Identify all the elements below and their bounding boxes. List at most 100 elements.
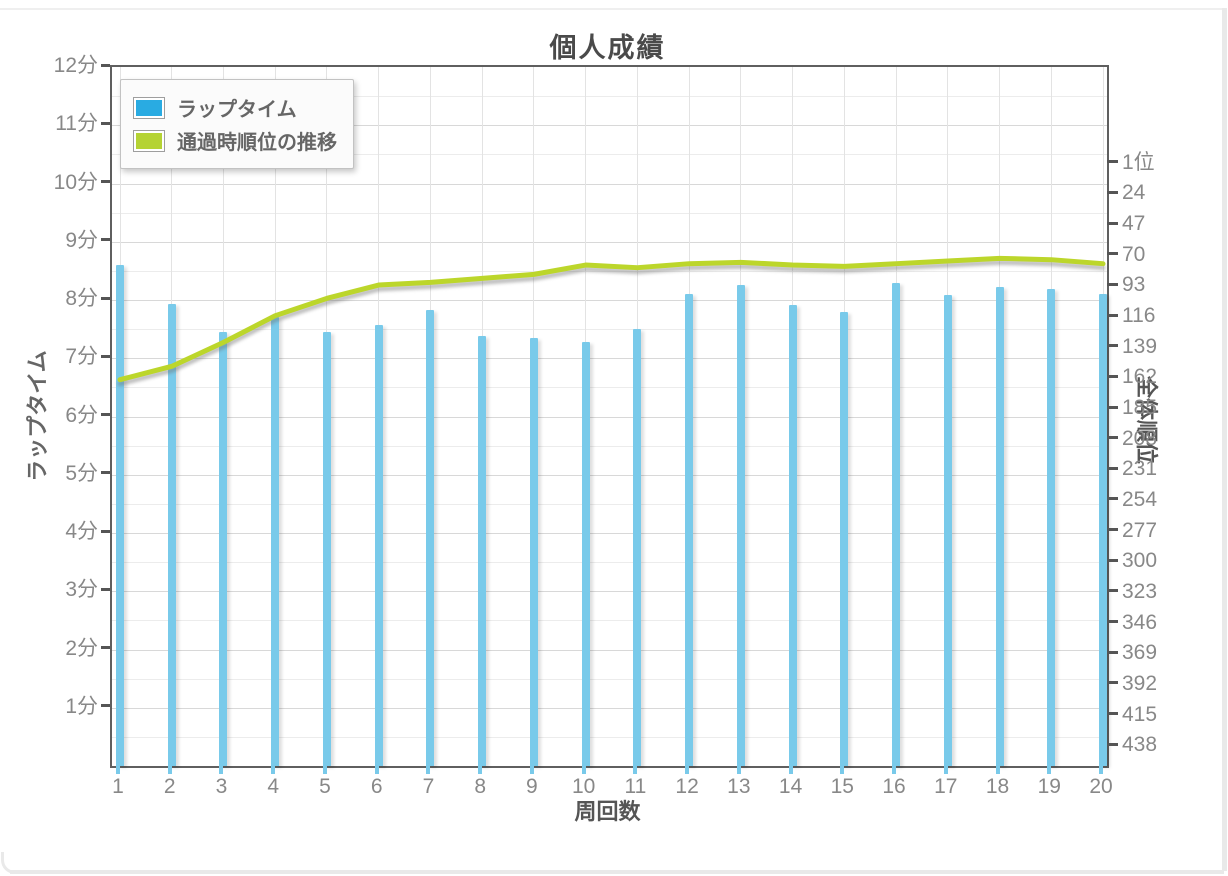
right-axis-tick	[1107, 190, 1118, 194]
legend: ラップタイム 通過時順位の推移	[120, 79, 354, 169]
gridline-horizontal	[112, 533, 1107, 534]
x-axis-tick	[1047, 766, 1052, 774]
left-axis-tick	[101, 471, 110, 475]
gridline-horizontal	[112, 154, 1107, 156]
x-axis-tick	[167, 766, 172, 774]
right-axis-tick	[1107, 650, 1118, 654]
right-axis-tick-label: 231	[1122, 457, 1158, 481]
left-axis-tick-label: 9分	[65, 228, 98, 252]
right-axis-tick-label: 208	[1122, 426, 1158, 450]
lap-time-bar	[892, 283, 901, 766]
gridline-horizontal	[112, 562, 1107, 564]
lap-time-bar	[943, 294, 952, 766]
x-axis-tick	[374, 766, 379, 774]
gridline-horizontal	[112, 416, 1107, 418]
lap-time-bar	[116, 265, 124, 766]
right-axis-tick	[1107, 681, 1118, 685]
x-axis-tick-label: 15	[830, 775, 854, 798]
gridline-horizontal	[112, 300, 1107, 301]
right-axis-tick	[1107, 344, 1118, 348]
window-frame-corner	[1, 852, 26, 874]
left-axis-tick-label: 8分	[65, 287, 98, 310]
right-axis-tick-label: 369	[1122, 641, 1158, 665]
lap-time-bar	[995, 286, 1004, 766]
gridline-horizontal	[112, 241, 1107, 243]
x-axis-tick-label: 6	[370, 775, 383, 798]
right-axis-tick	[1107, 160, 1118, 164]
left-axis-tick	[101, 121, 110, 125]
x-axis-tick	[943, 766, 948, 774]
x-axis-tick-label: 19	[1037, 775, 1061, 798]
right-axis-tick	[1107, 374, 1118, 378]
lap-time-swatch	[133, 96, 165, 119]
left-axis-tick-label: 10分	[53, 170, 98, 194]
right-axis-tick-label: 346	[1122, 610, 1158, 634]
right-axis-tick	[1107, 589, 1118, 593]
right-axis-tick	[1107, 712, 1118, 716]
x-axis-tick	[322, 766, 327, 774]
right-axis-tick-label: 162	[1122, 365, 1158, 389]
right-axis-tick	[1107, 436, 1118, 440]
x-axis-tick-label: 3	[215, 775, 228, 798]
gridline-horizontal	[112, 96, 1107, 98]
right-axis-tick-label: 116	[1122, 304, 1156, 328]
left-axis-tick	[101, 704, 110, 708]
gridline-horizontal	[112, 707, 1107, 709]
right-axis-tick-label: 139	[1122, 334, 1158, 358]
right-axis-tick	[1107, 497, 1118, 501]
x-axis-tick-label: 5	[319, 775, 331, 798]
x-axis-tick	[788, 766, 793, 774]
x-axis-tick-label: 18	[985, 775, 1010, 798]
right-axis-tick-label: 93	[1122, 273, 1146, 297]
x-axis-title: 周回数	[574, 799, 641, 824]
x-axis-tick-label: 16	[882, 775, 906, 798]
right-axis-tick-label: 415	[1122, 702, 1158, 726]
left-axis-tick-label: 3分	[65, 578, 98, 602]
right-axis-tick-label: 70	[1122, 242, 1146, 266]
lap-time-bar	[788, 304, 797, 766]
rank-swatch	[133, 129, 165, 152]
legend-item-rank: 通過時順位の推移	[133, 126, 337, 155]
lap-time-bar	[426, 309, 435, 766]
left-axis-tick	[101, 529, 110, 533]
plot-area	[110, 65, 1109, 768]
gridline-horizontal	[112, 445, 1107, 447]
gridline-horizontal	[112, 329, 1107, 331]
gridline-horizontal	[112, 212, 1107, 214]
lap-time-bar	[685, 294, 694, 766]
x-axis-tick	[736, 766, 741, 774]
right-axis-tick	[1107, 252, 1118, 256]
x-axis-tick-label: 13	[727, 775, 751, 798]
x-axis-tick	[478, 766, 483, 774]
lap-time-bar	[1099, 293, 1107, 766]
right-axis-tick	[1107, 405, 1118, 409]
x-axis-tick	[581, 766, 586, 774]
right-axis-tick-label: 438	[1122, 733, 1158, 757]
right-axis-tick-label: 300	[1122, 549, 1158, 573]
x-axis-tick	[219, 766, 224, 774]
right-axis-tick	[1107, 558, 1118, 562]
x-axis-tick	[116, 766, 120, 774]
x-axis-tick-label: 4	[267, 775, 280, 798]
gridline-horizontal	[112, 736, 1107, 738]
window-frame-right	[1222, 8, 1227, 871]
gridline-horizontal	[112, 474, 1107, 476]
x-axis-tick-label: 8	[474, 775, 486, 798]
left-axis-tick	[101, 238, 110, 242]
left-axis-tick-label: 2分	[65, 636, 98, 660]
right-axis-tick-label: 47	[1122, 212, 1146, 236]
right-axis-tick-label: 323	[1122, 579, 1158, 603]
lap-time-bar	[633, 328, 642, 766]
x-axis-tick-label: 14	[778, 775, 803, 798]
lap-time-bar	[840, 311, 849, 766]
gridline-horizontal	[112, 678, 1107, 680]
right-axis-tick-label: 1位	[1122, 150, 1155, 174]
x-axis-tick	[426, 766, 431, 774]
lap-time-bar	[478, 336, 487, 766]
left-axis-tick-label: 5分	[65, 461, 98, 485]
right-axis-tick	[1107, 313, 1118, 317]
right-axis-tick-label: 254	[1122, 487, 1158, 511]
rank-line	[117, 255, 1106, 383]
legend-label: ラップタイム	[177, 99, 297, 121]
